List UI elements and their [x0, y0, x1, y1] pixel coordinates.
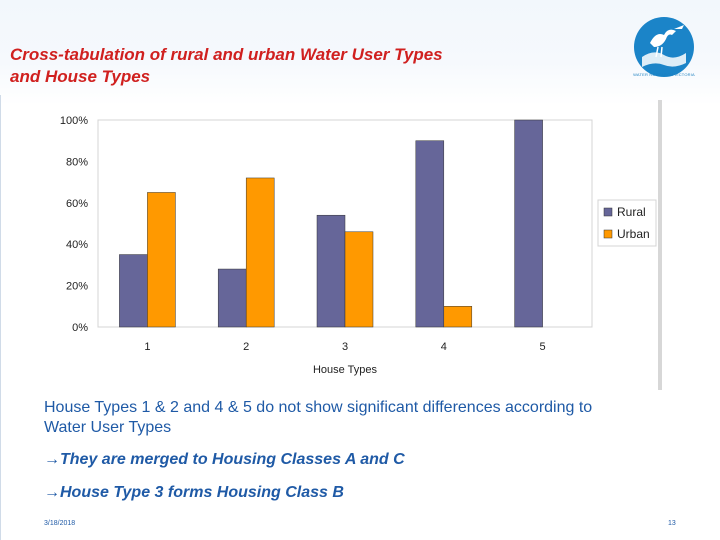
logo-text: WATER RESEARCH VICTORIA — [633, 72, 695, 77]
bird-logo-icon — [634, 17, 694, 77]
chart-right-edge — [658, 100, 662, 390]
x-tick-label: 3 — [342, 341, 348, 353]
arrow-icon: → — [44, 451, 60, 468]
slide-title: Cross-tabulation of rural and urban Wate… — [10, 44, 570, 88]
x-tick-label: 1 — [144, 341, 150, 353]
bar-rural-1 — [119, 254, 148, 328]
bar-urban-2 — [245, 177, 275, 328]
bar-rural-5 — [514, 119, 543, 328]
legend-label-rural: Rural — [617, 205, 646, 219]
y-tick-label: 60% — [66, 198, 88, 210]
bar-chart: 0% 20% 40% 60% 80% 100% 1 2 3 4 5 House Types Rura… — [60, 115, 657, 376]
bar-urban-3 — [344, 231, 374, 328]
body-paragraph: House Types 1 & 2 and 4 & 5 do not show … — [44, 398, 684, 438]
bar-rural-2 — [217, 268, 247, 328]
y-tick-label: 100% — [60, 115, 88, 127]
left-border-line — [0, 95, 1, 540]
page-number: 13 — [668, 520, 676, 527]
bullet-class-b-text: House Type 3 forms Housing Class B — [60, 484, 344, 501]
legend-swatch-urban — [603, 229, 613, 239]
y-tick-label: 40% — [66, 239, 88, 251]
slide-title-line1: Cross-tabulation of rural and urban Wate… — [10, 45, 443, 64]
bar-rural-3 — [316, 214, 346, 328]
legend-box — [597, 199, 657, 247]
legend-label-urban: Urban — [617, 227, 650, 241]
slide-title-line2: and House Types — [10, 67, 151, 86]
y-tick-label: 0% — [72, 322, 88, 334]
bullet-merged: →They are merged to Housing Classes A an… — [44, 451, 644, 469]
footer-date: 3/18/2018 — [44, 520, 76, 527]
y-tick-label: 80% — [66, 156, 88, 168]
bar-urban-4 — [443, 306, 473, 328]
legend-swatch-rural — [603, 207, 613, 217]
header-band — [0, 0, 720, 105]
arrow-icon: → — [44, 484, 60, 501]
bar-rural-4 — [415, 140, 445, 328]
x-tick-label: 4 — [441, 341, 447, 353]
x-axis-title: House Types — [313, 364, 378, 376]
y-tick-label: 20% — [66, 281, 88, 293]
bullet-merged-text: They are merged to Housing Classes A and… — [60, 451, 405, 468]
bar-urban-1 — [147, 192, 176, 328]
body-line1: House Types 1 & 2 and 4 & 5 do not show … — [44, 399, 593, 416]
x-tick-label: 2 — [243, 341, 249, 353]
bullet-class-b: →House Type 3 forms Housing Class B — [44, 484, 644, 502]
body-line2: Water User Types — [44, 419, 172, 436]
x-tick-label: 5 — [540, 341, 546, 353]
